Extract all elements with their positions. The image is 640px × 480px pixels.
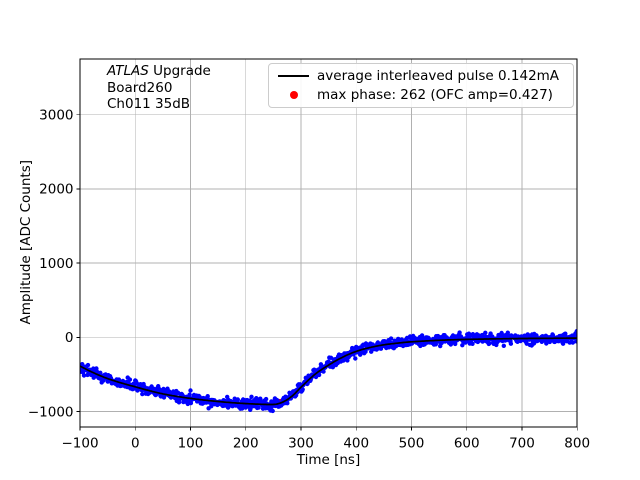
x-tick-label: 600 (454, 436, 480, 452)
max-phase-dot-swatch-icon (289, 91, 298, 99)
x-tick-label: 300 (288, 436, 314, 452)
y-tick-label: 3000 (39, 108, 73, 124)
x-tick-label: 0 (131, 436, 140, 452)
average-line-swatch-icon (278, 75, 309, 77)
y-tick-label: 0 (65, 330, 74, 346)
x-tick-label: 800 (564, 436, 590, 452)
legend-entry-max-phase: max phase: 262 (OFC amp=0.427) (269, 86, 573, 104)
annotation-board: Board260 (107, 79, 173, 96)
x-tick-label: 100 (178, 436, 204, 452)
x-axis-label: Time [ns] (296, 452, 361, 468)
y-axis-label: Amplitude [ADC Counts] (18, 160, 34, 325)
ticks (76, 114, 578, 431)
plot-annotation: ATLAS Upgrade Board260 Ch011 35dB (107, 63, 211, 113)
annotation-line-1: ATLAS Upgrade (107, 63, 211, 80)
data-layer (80, 329, 578, 414)
legend-label-max-phase: max phase: 262 (OFC amp=0.427) (317, 87, 553, 103)
annotation-channel-gain: Ch011 35dB (107, 96, 191, 112)
tick-labels: −100 0 100 200 300 400 500 600 700 800−1000010002… (28, 108, 590, 452)
average-pulse-line (80, 337, 578, 406)
x-tick-label: 200 (233, 436, 259, 452)
y-tick-label: 2000 (39, 182, 73, 198)
legend-entry-average-pulse: average interleaved pulse 0.142mA (269, 67, 573, 85)
legend-swatch-area (278, 91, 309, 99)
legend-label-average-pulse: average interleaved pulse 0.142mA (317, 68, 560, 84)
annotation-upgrade-text: Upgrade (148, 63, 211, 79)
legend: average interleaved pulse 0.142mA max ph… (268, 63, 574, 108)
scatter-samples (80, 329, 578, 414)
x-tick-label: −100 (61, 436, 98, 452)
annotation-experiment-name: ATLAS (107, 63, 149, 79)
y-tick-label: −1000 (28, 404, 74, 420)
x-tick-label: 700 (509, 436, 535, 452)
x-tick-label: 500 (399, 436, 425, 452)
x-tick-label: 400 (343, 436, 369, 452)
y-tick-label: 1000 (39, 256, 73, 272)
axes-spines (79, 58, 578, 428)
gridlines (79, 59, 578, 427)
legend-swatch-area (278, 75, 309, 77)
